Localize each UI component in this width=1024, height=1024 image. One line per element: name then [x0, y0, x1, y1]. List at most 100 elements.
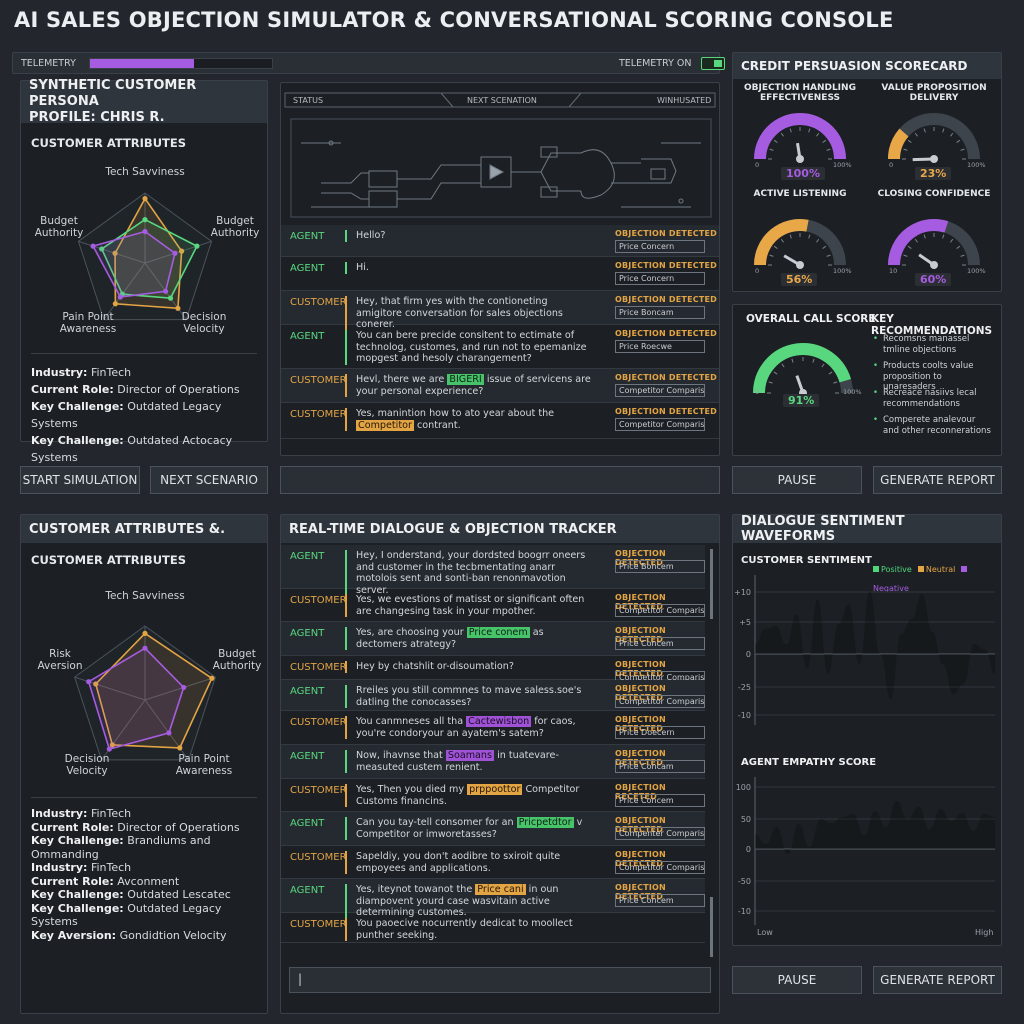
objection-tag[interactable]: Price Concam — [615, 760, 705, 773]
objection-tag[interactable]: Price Boncam — [615, 306, 705, 319]
speaker-label: AGENT — [290, 628, 325, 639]
objection-tag[interactable]: Price Concem — [615, 794, 705, 807]
start-simulation-button[interactable]: START SIMULATION — [20, 466, 140, 494]
speaker-label: AGENT — [290, 686, 325, 697]
dialogue-row[interactable]: AGENT Can you tay-tell consomer for an Pr… — [281, 812, 705, 846]
objection-detected-label: OBJECTION DETECTED — [615, 715, 666, 733]
dialogue-row[interactable]: AGENT Hi. OBJECTION DETECTED Price Concern — [281, 257, 719, 291]
tracker-title: REAL-TIME DIALOGUE & OBJECTION TRACKER — [281, 515, 719, 543]
message-text: Hey, I onderstand, your dordsted boogrr … — [345, 550, 595, 596]
generate-report-button-bottom[interactable]: GENERATE REPORT — [873, 966, 1002, 994]
message-text: Hi. — [345, 262, 595, 274]
flow-right-label: WINHUSATED — [657, 96, 712, 105]
radar-point — [90, 243, 96, 249]
objection-highlight: prppoottor — [467, 784, 523, 795]
objection-tag[interactable]: Competitor Comparison — [615, 384, 705, 397]
objection-highlight: Soamans — [445, 750, 495, 761]
customer-attributes-heading: CUSTOMER ATTRIBUTES — [31, 553, 187, 567]
telemetry-progress — [89, 58, 273, 69]
objection-tag[interactable]: Price Concern — [615, 272, 705, 285]
tracker-scrollbar-lower[interactable] — [710, 897, 713, 957]
scorecard-gauge: VALUE PROPOSITION DELIVERY 0 100% 23% — [867, 79, 1001, 185]
dialogue-tracker-panel: REAL-TIME DIALOGUE & OBJECTION TRACKER A… — [280, 514, 720, 1014]
speaker-label: AGENT — [290, 331, 325, 342]
objection-tag[interactable]: Competitor Comparison — [615, 418, 705, 431]
dialogue-row[interactable]: AGENT Yes, iteynot towanot the Price cani… — [281, 879, 705, 919]
scorecard-gauge: CLOSING CONFIDENCE 10 100% 60% — [867, 185, 1001, 291]
speaker-label: AGENT — [290, 231, 325, 242]
y-tick-label: +5 — [739, 618, 751, 627]
dialogue-row[interactable]: CUSTOMER Hey by chatshlit or-disoumation?… — [281, 656, 705, 684]
objection-tag[interactable]: Price Boncem — [615, 560, 705, 573]
next-scenario-button[interactable]: NEXT SCENARIO — [150, 466, 268, 494]
radar-series — [87, 647, 185, 751]
persona-bottom-info: Industry: FinTech Current Role: Director… — [31, 807, 240, 942]
y-tick-label: 100 — [736, 783, 751, 792]
persona-panel-bottom: CUSTOMER ATTRIBUTES &. CUSTOMER ATTRIBUT… — [20, 514, 268, 1014]
radar-point — [172, 250, 178, 256]
generate-report-button-top[interactable]: GENERATE REPORT — [873, 466, 1002, 494]
dialogue-row[interactable]: CUSTOMER You canmneses all tha Cactewisbo… — [281, 711, 705, 745]
pause-button-bottom[interactable]: PAUSE — [732, 966, 862, 994]
dialogue-row[interactable]: CUSTOMER You paoecive nocurrently dedicat… — [281, 913, 705, 943]
objection-tag[interactable]: Competitor Comparison — [615, 604, 705, 617]
dialogue-row[interactable]: CUSTOMER Hevl, there we are BIGERI issue … — [281, 369, 719, 403]
dialogue-row[interactable]: CUSTOMER Yes, Then you died my prppoottor… — [281, 779, 705, 812]
objection-detected-label: OBJECTION DETECTED — [615, 593, 666, 611]
dialogue-row[interactable]: AGENT Hello? OBJECTION DETECTED Price Conce… — [281, 225, 719, 257]
objection-tag[interactable]: Compenter Comparison — [615, 827, 705, 840]
command-input-top[interactable] — [280, 466, 720, 494]
speaker-label: CUSTOMER — [290, 375, 347, 386]
scenario-flow-diagram — [284, 92, 716, 218]
persona-radar-chart-bottom — [74, 625, 216, 761]
pause-button-top[interactable]: PAUSE — [732, 466, 862, 494]
gauge-max: 100% — [967, 267, 986, 275]
customer-attributes-heading: CUSTOMER ATTRIBUTES — [31, 136, 187, 150]
persona-bottom-title: CUSTOMER ATTRIBUTES &. — [21, 515, 267, 543]
flow-next-label: NEXT SCENATION — [467, 96, 537, 105]
dialogue-row[interactable]: AGENT Rreiles you still commnes to mave s… — [281, 680, 705, 711]
dialogue-row[interactable]: CUSTOMER Hey, that firm yes with the cont… — [281, 291, 719, 331]
objection-tag[interactable]: Price Roecwe — [615, 340, 705, 353]
objection-detected-label: OBJECTION DETECTED — [615, 749, 666, 767]
recommendation-item: Recomsns manassel tmline objections — [873, 334, 991, 355]
objection-detected-label: OBJECTION DETECTED — [615, 850, 666, 868]
gauge-dial — [754, 219, 846, 269]
gauge-value: 56% — [781, 273, 818, 286]
objection-detected-label: OBJECTION DETECTED — [615, 626, 666, 644]
dialogue-row[interactable]: CUSTOMER Sapeldiy, you don't aodibre to s… — [281, 846, 705, 879]
objection-tag[interactable]: Price Doecern — [615, 726, 705, 739]
dialogue-row[interactable]: AGENT Hey, I onderstand, your dordsted bo… — [281, 545, 705, 596]
radar-label-left: Budget Authority — [34, 215, 84, 239]
telemetry-toggle[interactable] — [701, 57, 725, 70]
objection-tag[interactable]: Price Concem — [615, 637, 705, 650]
message-text: Yes, are choosing your Price conem as de… — [345, 627, 595, 650]
dialogue-row[interactable]: AGENT Yes, are choosing your Price conem … — [281, 622, 705, 656]
persona-panel-top: SYNTHETIC CUSTOMER PERSONA PROFILE: CHRI… — [20, 78, 268, 464]
tracker-scrollbar[interactable] — [710, 549, 713, 619]
dialogue-row[interactable]: CUSTOMER Yes, we evestions of matisst or … — [281, 589, 705, 622]
telemetry-bar: TELEMETRY TELEMETRY ON — [12, 52, 725, 74]
speaker-label: CUSTOMER — [290, 595, 347, 606]
objection-detected-label: OBJECTION DETECTED — [615, 261, 717, 270]
legend-item: Positive — [873, 565, 912, 574]
radar-point — [167, 295, 174, 301]
objection-tag[interactable]: Price Concem — [615, 894, 705, 907]
objection-tag[interactable]: Competitor Comparison — [615, 861, 705, 874]
customer-sentiment-chart: +10 +5 0 -25 -10 — [734, 575, 995, 725]
tracker-input[interactable]: | — [289, 967, 711, 993]
x-axis-low: Low — [757, 928, 773, 937]
radar-series — [94, 632, 213, 749]
radar-point — [142, 228, 148, 235]
dialogue-row[interactable]: AGENT You can bere precide consitent to e… — [281, 325, 719, 369]
telemetry-progress-fill — [90, 59, 194, 68]
speaker-label: CUSTOMER — [290, 919, 347, 930]
objection-tag[interactable]: Price Concern — [615, 240, 705, 253]
objection-detected-label: OBJECTION DETECTED — [615, 816, 666, 834]
agent-empathy-chart: 100 50 0 -50 -10 — [736, 777, 995, 925]
dialogue-row[interactable]: AGENT Now, ihavnse that Soamans in tuatev… — [281, 745, 705, 779]
message-text: Yes, Then you died my prppoottor Competi… — [345, 784, 595, 807]
objection-tag[interactable]: Competitor Comparison — [615, 695, 705, 708]
dialogue-row[interactable]: CUSTOMER Yes, manintion how to ato year a… — [281, 403, 719, 439]
radar-point — [106, 746, 112, 752]
